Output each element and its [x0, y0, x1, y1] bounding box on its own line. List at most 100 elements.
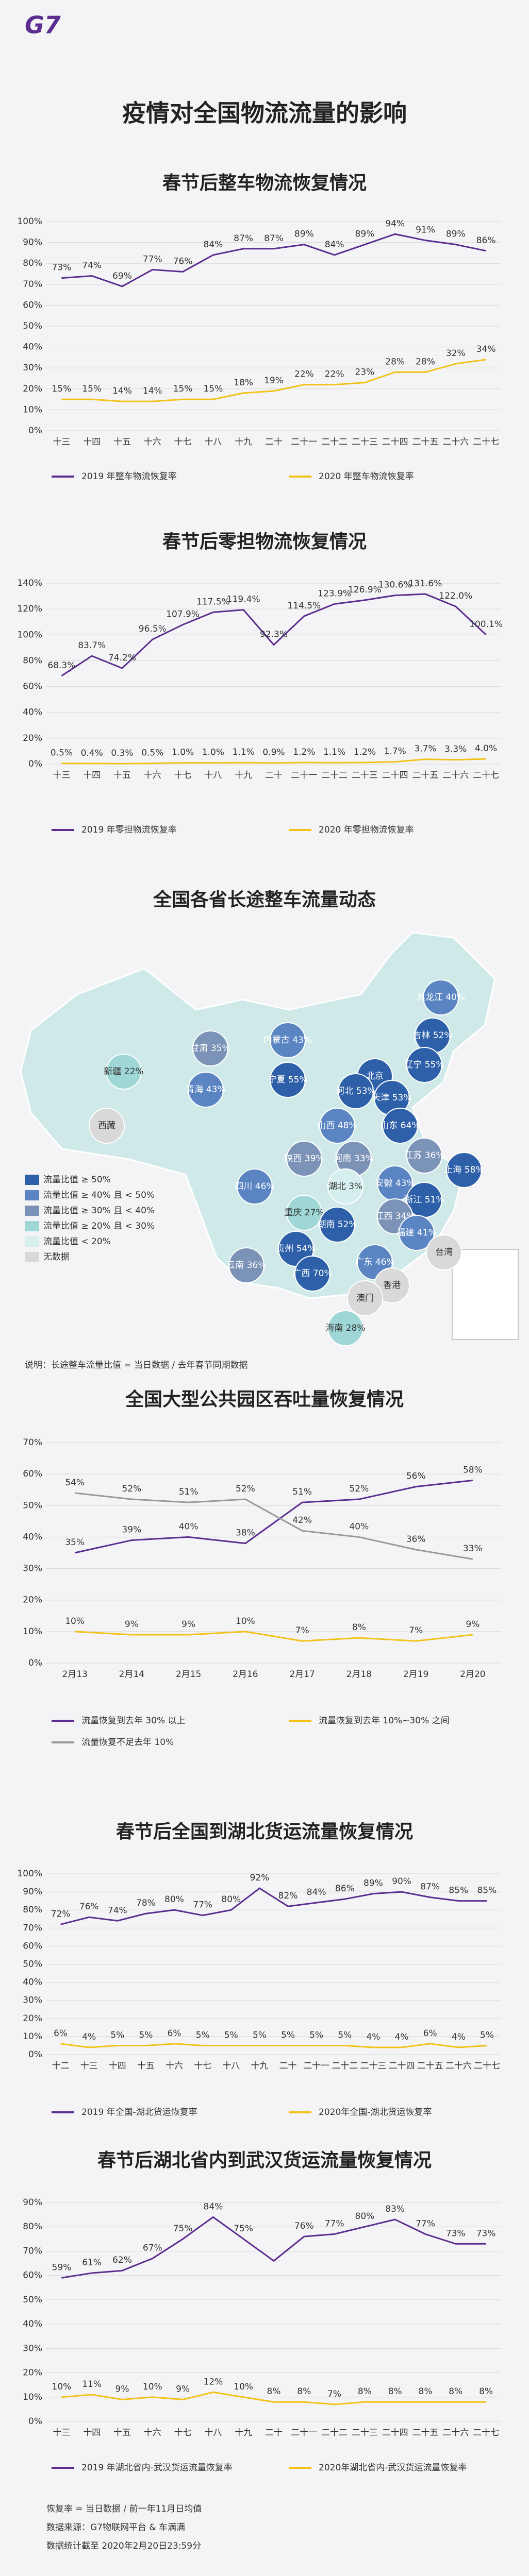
province: [228, 1247, 264, 1283]
x-tick-label: 二十: [279, 2061, 297, 2071]
data-label: 11%: [82, 2379, 102, 2389]
y-tick-label: 40%: [23, 2319, 42, 2329]
legend-swatch: [25, 1175, 39, 1185]
x-tick-label: 二十五: [412, 770, 439, 781]
data-label: 9%: [115, 2384, 129, 2395]
data-label: 107.9%: [166, 609, 200, 619]
province: [294, 1256, 330, 1292]
series-line: [74, 1492, 473, 1560]
x-tick-label: 二十四: [382, 437, 408, 447]
data-label: 54%: [65, 1478, 85, 1488]
data-label: 74.2%: [108, 653, 136, 663]
chart-title: 春节后零担物流恢复情况: [162, 531, 367, 552]
data-label: 94%: [385, 218, 405, 229]
data-label: 131.6%: [409, 579, 442, 589]
province-label: 湖北 3%: [328, 1181, 362, 1192]
y-tick-label: 0%: [28, 2049, 42, 2060]
data-label: 15%: [82, 384, 102, 394]
province-label: 北京: [366, 1071, 384, 1081]
data-label: 1.0%: [172, 747, 194, 757]
legend-swatch: [25, 1190, 39, 1200]
legend-label: 流量比值 ≥ 40% 且 < 50%: [43, 1190, 155, 1200]
y-tick-label: 20%: [23, 384, 42, 394]
series-line: [60, 2043, 487, 2048]
data-label: 8%: [297, 2386, 311, 2397]
province: [347, 1280, 383, 1316]
data-label: 73%: [446, 2228, 466, 2239]
y-tick-label: 40%: [23, 342, 42, 352]
y-tick-label: 40%: [23, 1977, 42, 1988]
y-tick-label: 40%: [23, 1532, 42, 1542]
y-tick-label: 0%: [28, 426, 42, 436]
y-tick-label: 100%: [17, 630, 42, 640]
legend-label: 2019 年零担物流恢复率: [81, 825, 177, 835]
x-tick-label: 2月17: [289, 1669, 315, 1680]
x-tick-label: 十四: [83, 2428, 101, 2438]
data-label: 8%: [388, 2386, 402, 2397]
footer-line: 恢复率 = 当日数据 / 前一年11月日均值: [46, 2504, 202, 2514]
y-tick-label: 10%: [23, 2392, 42, 2402]
y-tick-label: 100%: [17, 216, 42, 227]
legend-label: 2020年全国-湖北货运恢复率: [319, 2107, 432, 2117]
data-label: 12%: [204, 2377, 223, 2387]
data-label: 76%: [294, 2221, 314, 2231]
legend-label: 流量比值 < 20%: [43, 1236, 111, 1247]
data-label: 5%: [139, 2030, 153, 2040]
x-tick-label: 二十六: [442, 437, 469, 447]
x-tick-label: 二十三: [360, 2061, 386, 2071]
x-tick-label: 二十七: [474, 2061, 500, 2071]
x-tick-label: 2月13: [62, 1669, 87, 1680]
x-tick-label: 十五: [137, 2061, 155, 2071]
data-label: 5%: [338, 2030, 352, 2040]
data-label: 7%: [409, 1625, 423, 1636]
province-label: 甘肃 35%: [190, 1043, 230, 1054]
data-label: 8%: [449, 2386, 462, 2397]
province: [338, 1073, 374, 1109]
data-label: 72%: [51, 1909, 71, 1919]
x-tick-label: 二十二: [332, 2061, 358, 2071]
legend-label: 2019 年全国-湖北货运恢复率: [81, 2107, 197, 2117]
province-label: 江苏 36%: [404, 1150, 444, 1161]
x-tick-label: 十七: [174, 2428, 192, 2438]
x-tick-label: 2月16: [233, 1669, 258, 1680]
x-tick-label: 十九: [235, 437, 252, 447]
x-tick-label: 二十二: [321, 2428, 348, 2438]
data-label: 10%: [65, 1616, 85, 1626]
x-tick-label: 2月18: [346, 1669, 372, 1680]
y-tick-label: 20%: [23, 1595, 42, 1605]
x-tick-label: 二十二: [321, 437, 348, 447]
data-label: 9%: [181, 1619, 195, 1630]
x-tick-label: 二十五: [417, 2061, 443, 2071]
x-tick-label: 十七: [174, 770, 192, 781]
data-label: 5%: [480, 2030, 494, 2040]
data-label: 52%: [349, 1484, 369, 1494]
data-label: 89%: [363, 1878, 383, 1889]
x-tick-label: 十八: [222, 2061, 240, 2071]
data-label: 122.0%: [439, 591, 472, 601]
x-tick-label: 十四: [83, 437, 101, 447]
data-label: 22%: [325, 369, 344, 380]
province-label: 浙江 51%: [404, 1195, 444, 1205]
data-label: 126.9%: [348, 585, 382, 595]
data-label: 5%: [281, 2030, 295, 2040]
province-label: 吉林 52%: [412, 1030, 452, 1041]
legend-label: 流量恢复不足去年 10%: [81, 1737, 174, 1748]
y-tick-label: 20%: [23, 2368, 42, 2378]
x-tick-label: 二十五: [412, 2428, 439, 2438]
y-tick-label: 80%: [23, 1905, 42, 1915]
y-tick-label: 0%: [28, 1658, 42, 1668]
province-label: 四川 46%: [235, 1181, 274, 1192]
y-tick-label: 90%: [23, 1887, 42, 1897]
x-tick-label: 二十六: [442, 770, 469, 781]
data-label: 89%: [355, 229, 375, 240]
data-label: 9%: [125, 1619, 139, 1630]
data-label: 5%: [224, 2030, 238, 2040]
data-label: 10%: [234, 2382, 253, 2392]
data-label: 123.9%: [318, 588, 351, 599]
x-tick-label: 二十: [265, 437, 283, 447]
series-line: [75, 1631, 473, 1642]
y-tick-label: 80%: [23, 258, 42, 268]
legend-label: 流量比值 ≥ 50%: [43, 1175, 111, 1185]
x-tick-label: 十七: [194, 2061, 211, 2071]
